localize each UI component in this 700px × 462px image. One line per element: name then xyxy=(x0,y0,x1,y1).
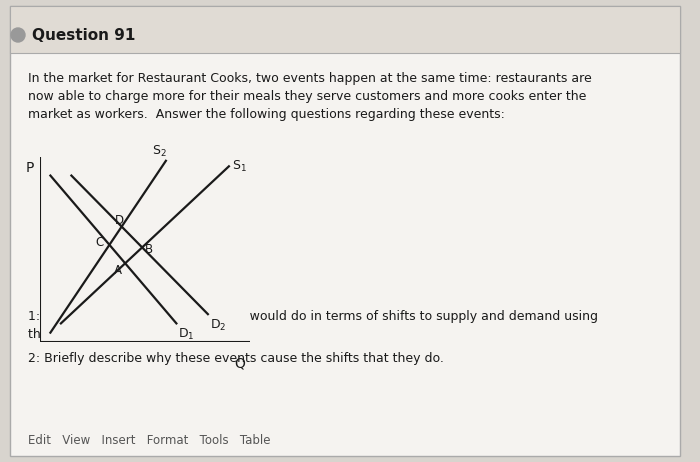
Text: A: A xyxy=(114,264,122,277)
Text: market as workers.  Answer the following questions regarding these events:: market as workers. Answer the following … xyxy=(28,108,505,121)
Text: Edit   View   Insert   Format   Tools   Table: Edit View Insert Format Tools Table xyxy=(28,433,270,446)
Text: Question 91: Question 91 xyxy=(32,28,135,43)
Text: D$_2$: D$_2$ xyxy=(210,318,226,333)
Text: the above graph.: the above graph. xyxy=(28,328,136,341)
Text: Q: Q xyxy=(234,357,245,371)
Text: In the market for Restaurant Cooks, two events happen at the same time: restaura: In the market for Restaurant Cooks, two … xyxy=(28,72,592,85)
Text: C: C xyxy=(96,237,104,249)
Text: S$_2$: S$_2$ xyxy=(153,144,167,159)
Text: 1: Describe what these two events would do in terms of shifts to supply and dema: 1: Describe what these two events would … xyxy=(28,310,598,323)
Text: D$_1$: D$_1$ xyxy=(178,327,195,342)
Text: B: B xyxy=(144,243,153,256)
Text: S$_1$: S$_1$ xyxy=(232,159,247,174)
Circle shape xyxy=(11,28,25,42)
Text: P: P xyxy=(25,161,34,175)
Text: 2: Briefly describe why these events cause the shifts that they do.: 2: Briefly describe why these events cau… xyxy=(28,352,444,365)
Text: now able to charge more for their meals they serve customers and more cooks ente: now able to charge more for their meals … xyxy=(28,90,587,103)
Text: D: D xyxy=(115,213,124,227)
